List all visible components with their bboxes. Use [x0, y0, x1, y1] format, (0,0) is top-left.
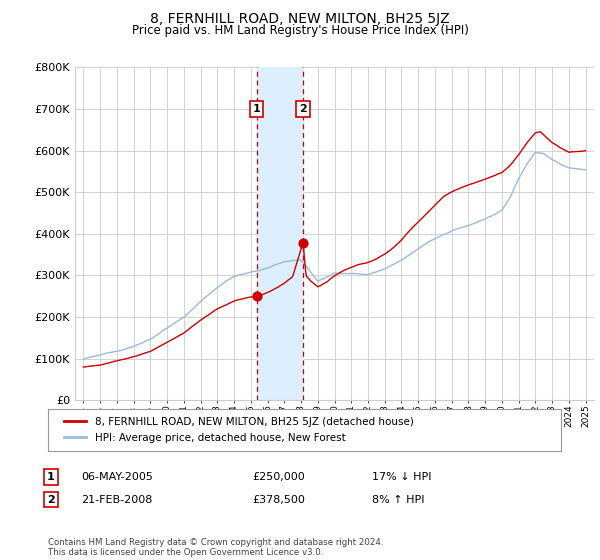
Text: 06-MAY-2005: 06-MAY-2005 — [81, 472, 153, 482]
Text: 2: 2 — [47, 494, 55, 505]
Text: £250,000: £250,000 — [252, 472, 305, 482]
Legend: 8, FERNHILL ROAD, NEW MILTON, BH25 5JZ (detached house), HPI: Average price, det: 8, FERNHILL ROAD, NEW MILTON, BH25 5JZ (… — [58, 412, 419, 448]
Text: Price paid vs. HM Land Registry's House Price Index (HPI): Price paid vs. HM Land Registry's House … — [131, 24, 469, 36]
Text: 21-FEB-2008: 21-FEB-2008 — [81, 494, 152, 505]
Text: 1: 1 — [47, 472, 55, 482]
Text: 8, FERNHILL ROAD, NEW MILTON, BH25 5JZ: 8, FERNHILL ROAD, NEW MILTON, BH25 5JZ — [150, 12, 450, 26]
Point — [298, 238, 308, 247]
Text: 2: 2 — [299, 104, 307, 114]
Text: Contains HM Land Registry data © Crown copyright and database right 2024.
This d: Contains HM Land Registry data © Crown c… — [48, 538, 383, 557]
Text: 17% ↓ HPI: 17% ↓ HPI — [372, 472, 431, 482]
Text: 8% ↑ HPI: 8% ↑ HPI — [372, 494, 425, 505]
Point — [252, 292, 262, 301]
Bar — [257, 67, 303, 400]
Text: £378,500: £378,500 — [252, 494, 305, 505]
Text: 1: 1 — [253, 104, 260, 114]
